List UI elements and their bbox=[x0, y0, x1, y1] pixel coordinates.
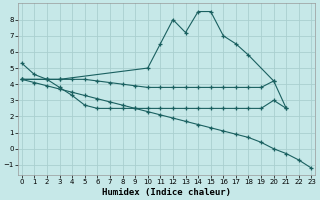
X-axis label: Humidex (Indice chaleur): Humidex (Indice chaleur) bbox=[102, 188, 231, 197]
